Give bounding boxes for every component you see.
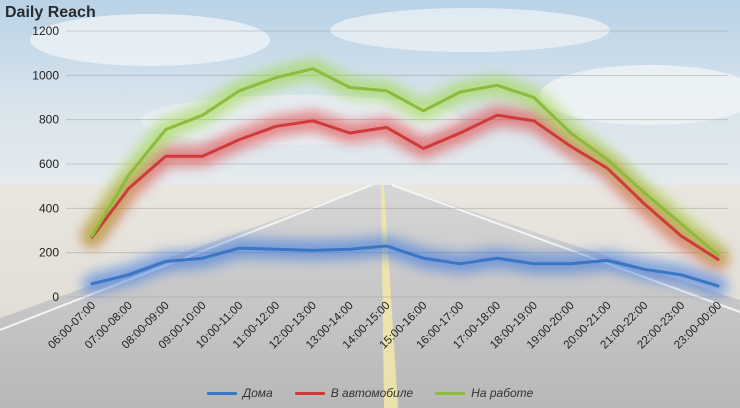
y-tick-label: 600: [39, 157, 59, 171]
y-tick-label: 400: [39, 201, 59, 215]
y-tick-label: 0: [52, 290, 59, 304]
legend-swatch: [206, 391, 237, 395]
y-tick-label: 800: [39, 113, 59, 127]
y-tick-label: 1200: [32, 24, 59, 38]
legend-item: На работе: [435, 386, 533, 400]
series-line: [90, 67, 720, 257]
legend-label: Дома: [242, 386, 273, 400]
series-lines: [90, 67, 720, 288]
y-tick-label: 200: [39, 246, 59, 260]
series-line: [90, 113, 720, 261]
y-tick-label: 1000: [32, 68, 59, 82]
legend-item: Дома: [206, 386, 273, 400]
y-axis-ticks: 0 200 400 600 800 1000 1200: [32, 24, 59, 304]
legend: Дома В автомобиле На работе: [0, 386, 740, 400]
legend-item: В автомобиле: [294, 386, 414, 400]
chart-title: Daily Reach: [5, 4, 96, 21]
legend-label: В автомобиле: [330, 386, 414, 400]
series-line: [90, 244, 720, 288]
legend-swatch: [435, 391, 466, 395]
x-axis-ticks: 06:00-07:0007:00-08:0008:00-09:0009:00-1…: [46, 300, 724, 352]
legend-swatch: [294, 391, 325, 395]
legend-label: На работе: [471, 386, 534, 400]
